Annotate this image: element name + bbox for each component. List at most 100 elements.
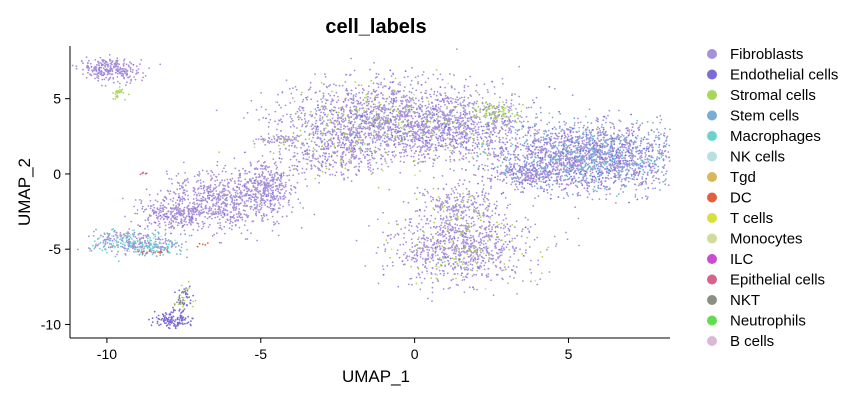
data-point xyxy=(422,113,425,116)
data-point xyxy=(414,115,417,118)
data-point xyxy=(198,187,200,189)
data-point xyxy=(264,138,267,141)
data-point xyxy=(349,131,351,134)
data-point xyxy=(88,59,90,62)
data-point xyxy=(128,228,131,230)
data-point xyxy=(425,107,428,110)
data-point xyxy=(107,246,110,249)
data-point xyxy=(386,133,389,136)
data-point xyxy=(485,125,488,128)
data-point xyxy=(321,170,324,173)
data-point xyxy=(373,131,375,134)
data-point xyxy=(352,113,355,116)
data-point xyxy=(258,119,260,121)
data-point xyxy=(187,212,190,215)
data-point xyxy=(449,73,451,75)
data-point xyxy=(308,156,311,159)
data-point xyxy=(304,150,307,153)
data-point xyxy=(378,101,380,104)
data-point xyxy=(126,81,128,84)
data-point xyxy=(419,160,422,163)
data-point xyxy=(343,178,345,181)
data-point xyxy=(450,100,452,103)
data-point xyxy=(459,145,462,148)
data-point xyxy=(330,100,333,103)
data-point xyxy=(483,114,486,117)
data-point xyxy=(497,132,500,135)
data-point xyxy=(371,117,373,120)
data-point xyxy=(457,91,460,94)
data-point xyxy=(183,318,186,321)
data-point xyxy=(459,125,462,128)
data-point xyxy=(211,177,214,180)
data-point xyxy=(239,176,242,179)
data-point xyxy=(319,132,322,135)
data-point xyxy=(303,130,306,133)
data-point xyxy=(422,141,424,144)
data-point xyxy=(413,145,415,147)
data-point xyxy=(103,78,106,81)
data-point xyxy=(472,107,475,109)
data-point xyxy=(475,114,478,117)
data-point xyxy=(309,114,312,116)
data-point xyxy=(211,217,213,220)
data-point xyxy=(341,84,344,87)
data-point xyxy=(399,143,401,146)
data-point xyxy=(530,106,533,109)
data-point xyxy=(350,89,353,92)
data-point xyxy=(178,308,181,311)
data-point xyxy=(503,115,505,118)
data-point xyxy=(266,182,269,184)
data-point xyxy=(310,98,313,101)
data-point xyxy=(391,112,393,115)
data-point xyxy=(455,129,458,131)
data-point xyxy=(179,322,182,325)
data-point xyxy=(87,69,90,71)
data-point xyxy=(312,152,315,155)
data-point xyxy=(184,233,187,236)
data-point xyxy=(340,116,343,119)
data-point xyxy=(183,220,186,223)
data-point xyxy=(354,150,356,153)
data-point xyxy=(324,102,327,105)
data-point xyxy=(376,118,379,121)
data-point xyxy=(302,157,305,160)
data-point xyxy=(155,238,157,241)
data-point xyxy=(331,98,334,101)
data-point xyxy=(274,189,277,192)
data-point xyxy=(410,79,413,82)
data-point xyxy=(250,205,253,208)
data-point xyxy=(254,168,256,171)
data-point xyxy=(346,115,349,117)
data-point xyxy=(200,197,203,200)
data-point xyxy=(354,81,357,83)
data-point xyxy=(129,82,132,84)
data-point xyxy=(317,160,320,163)
data-point xyxy=(174,216,176,219)
data-point xyxy=(162,319,165,322)
data-point xyxy=(226,193,229,196)
data-point xyxy=(463,140,466,143)
data-point xyxy=(93,240,96,243)
data-point xyxy=(326,131,329,134)
data-point xyxy=(486,115,488,117)
data-point xyxy=(422,132,424,135)
data-point xyxy=(378,124,381,127)
data-point xyxy=(314,165,317,168)
data-point xyxy=(492,120,494,122)
data-point xyxy=(500,117,503,120)
data-point xyxy=(374,146,377,149)
data-point xyxy=(315,150,318,153)
data-point xyxy=(520,110,523,113)
data-point xyxy=(163,199,166,202)
data-point xyxy=(324,155,326,158)
data-point xyxy=(343,144,346,147)
data-point xyxy=(436,118,438,120)
data-point xyxy=(304,125,307,128)
data-point xyxy=(493,92,496,95)
data-point xyxy=(243,183,246,186)
data-point xyxy=(224,185,227,187)
data-point xyxy=(255,138,257,141)
data-point xyxy=(280,106,282,109)
data-point xyxy=(340,171,343,174)
